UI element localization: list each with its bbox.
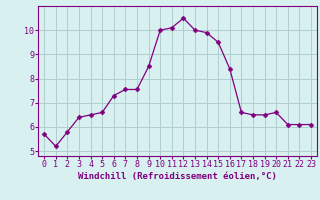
X-axis label: Windchill (Refroidissement éolien,°C): Windchill (Refroidissement éolien,°C) (78, 172, 277, 181)
